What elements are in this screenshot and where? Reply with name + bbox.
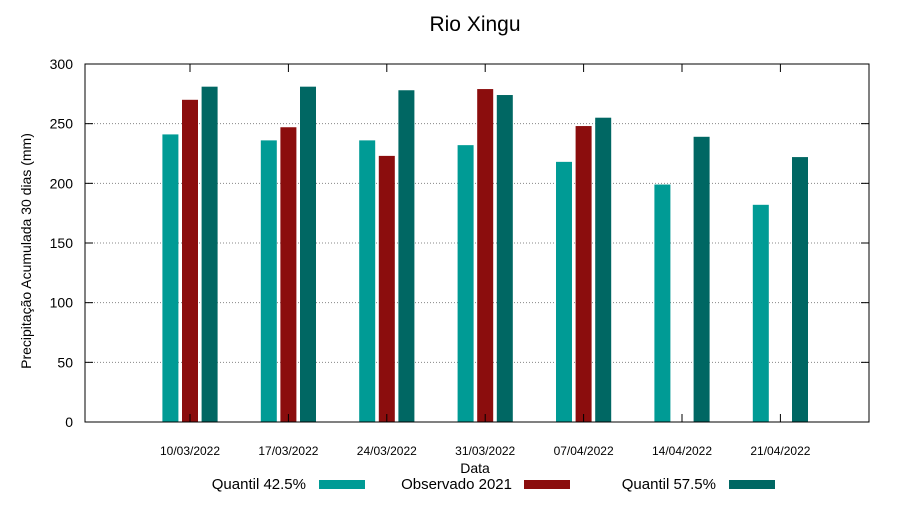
- y-tick-label: 100: [50, 295, 74, 311]
- bar-3-6: [693, 136, 710, 422]
- legend-label-2: Observado 2021: [401, 476, 512, 493]
- legend-swatch-2: [524, 480, 570, 489]
- x-tick-label: 21/04/2022: [750, 444, 810, 458]
- y-tick-label: 0: [65, 414, 73, 430]
- chart-title: Rio Xingu: [429, 13, 520, 36]
- bar-2-1: [182, 99, 198, 423]
- x-axis-label: Data: [460, 460, 490, 476]
- x-tick-label: 24/03/2022: [357, 444, 417, 458]
- y-tick-label: 150: [50, 235, 74, 251]
- bar-1-7: [752, 204, 769, 422]
- x-axis-ticks: 10/03/2022 17/03/2022 24/03/2022 31/03/2022…: [160, 64, 811, 458]
- bars: [162, 86, 808, 423]
- y-tick-label: 200: [50, 175, 74, 191]
- legend: Quantil 42.5% Observado 2021 Quantil 57.5%: [212, 476, 775, 493]
- y-tick-label: 250: [50, 116, 74, 132]
- x-tick-label: 10/03/2022: [160, 444, 220, 458]
- y-axis-label: Precipitação Acumulada 30 dias (mm): [18, 133, 34, 369]
- legend-label-1: Quantil 42.5%: [212, 476, 306, 493]
- bar-1-3: [359, 140, 376, 422]
- bar-2-2: [280, 127, 297, 422]
- bar-1-1: [162, 134, 179, 422]
- bar-3-2: [300, 86, 316, 422]
- legend-label-3: Quantil 57.5%: [622, 476, 716, 493]
- legend-swatch-1: [319, 480, 365, 489]
- bar-3-3: [398, 90, 415, 423]
- bar-3-7: [792, 157, 808, 422]
- bar-1-2: [260, 140, 277, 422]
- y-tick-label: 300: [50, 56, 74, 72]
- y-axis-ticks: 0 50 100 150 200 250 300: [50, 56, 869, 430]
- legend-swatch-3: [729, 480, 775, 489]
- bar-1-6: [654, 184, 671, 422]
- bar-1-4: [457, 145, 474, 422]
- bar-2-3: [378, 155, 395, 423]
- bar-3-5: [595, 117, 612, 422]
- bar-2-4: [477, 89, 494, 422]
- x-tick-label: 14/04/2022: [652, 444, 712, 458]
- x-tick-label: 31/03/2022: [455, 444, 515, 458]
- plot-frame: [84, 63, 870, 423]
- bar-1-5: [556, 161, 572, 422]
- y-tick-label: 50: [57, 354, 73, 370]
- bar-2-5: [575, 126, 592, 422]
- bar-3-4: [496, 95, 513, 422]
- x-tick-label: 17/03/2022: [258, 444, 318, 458]
- x-tick-label: 07/04/2022: [554, 444, 614, 458]
- bar-3-1: [201, 86, 218, 422]
